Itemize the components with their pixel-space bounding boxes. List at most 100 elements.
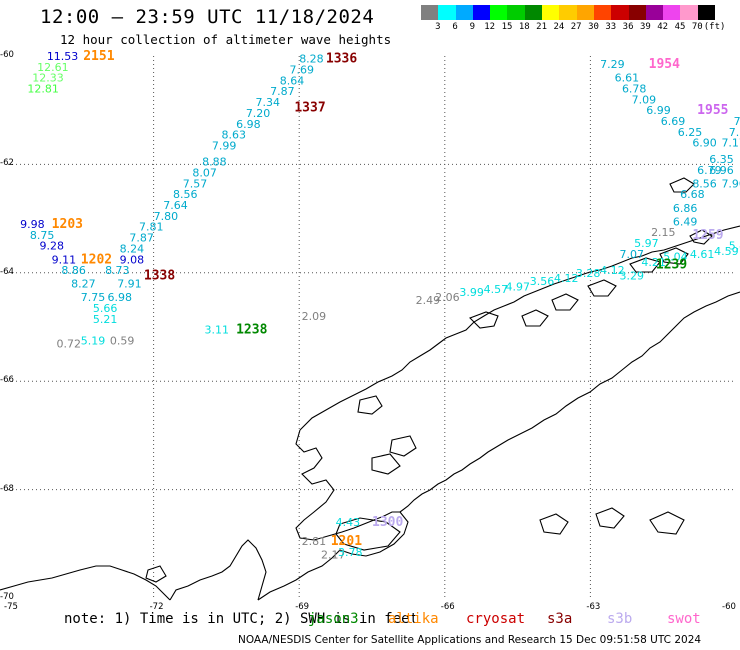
wave-height-value: 7.91 bbox=[117, 278, 142, 291]
wave-height-value: 3.56 bbox=[530, 275, 555, 288]
legend-swatch bbox=[628, 5, 646, 20]
wave-height-value: 3.99 bbox=[459, 286, 484, 299]
wave-height-value: 8.64 bbox=[280, 74, 305, 87]
island-2 bbox=[521, 309, 549, 327]
satellite-name: jason3 bbox=[308, 611, 359, 627]
wave-height-value: 2.15 bbox=[651, 226, 676, 239]
island-15 bbox=[649, 511, 685, 535]
pass-time-label: 1337 bbox=[294, 100, 325, 115]
wave-height-value: 8.86 bbox=[61, 264, 86, 277]
wave-height-value: 2.09 bbox=[302, 310, 327, 323]
pass-time-label: 1259 bbox=[692, 228, 723, 243]
longitude-label: -69 bbox=[295, 602, 310, 612]
wave-height-value: 7.87 bbox=[270, 85, 295, 98]
lower-coast bbox=[257, 511, 409, 601]
wave-height-value: 6.86 bbox=[673, 202, 698, 215]
wave-height-value: 8.56 bbox=[173, 188, 198, 201]
longitude-label: -63 bbox=[586, 602, 601, 612]
island-11 bbox=[371, 453, 401, 475]
wave-height-value: 5.66 bbox=[93, 302, 118, 315]
wave-height-value: 6.90 bbox=[692, 137, 717, 150]
legend-tick-label: 3 bbox=[435, 22, 441, 32]
legend-tick-label: 6 bbox=[452, 22, 458, 32]
wave-height-value: 7.29 bbox=[600, 58, 625, 71]
legend-swatch bbox=[472, 5, 491, 20]
wave-height-value: 9.08 bbox=[120, 253, 145, 266]
wave-height-value: 3.11 bbox=[205, 324, 230, 337]
island-16 bbox=[145, 565, 167, 583]
pass-time-label: 1239 bbox=[656, 258, 687, 273]
wave-height-value: 5.97 bbox=[634, 237, 659, 250]
pass-time-label: 1238 bbox=[236, 323, 267, 338]
wave-height-value: 6.35 bbox=[709, 153, 734, 166]
wave-height-value: 12.33 bbox=[32, 72, 64, 85]
legend-swatch bbox=[645, 5, 664, 20]
fjord-coast bbox=[295, 429, 400, 541]
west-lower-coast bbox=[0, 565, 171, 601]
peninsula-east-coast bbox=[399, 291, 740, 513]
latitude-label: -68 bbox=[0, 483, 14, 494]
wave-height-value: 7.20 bbox=[246, 107, 271, 120]
observation-labels: 11.5312.6112.3312.818.287.698.647.877.34… bbox=[20, 49, 740, 562]
legend-swatch bbox=[421, 5, 439, 20]
wave-height-value: 7.39 bbox=[734, 115, 740, 128]
legend-tick-label: 30 bbox=[588, 22, 599, 32]
island-5 bbox=[629, 257, 661, 273]
island-7 bbox=[689, 229, 713, 245]
wave-height-value: 6.61 bbox=[615, 72, 640, 85]
legend-tick-label: 15 bbox=[501, 22, 513, 32]
peninsula-west-coast bbox=[299, 225, 740, 431]
latitude-label: -62 bbox=[0, 158, 14, 169]
wave-height-value: 4.97 bbox=[505, 280, 530, 293]
legend-swatch bbox=[455, 5, 473, 20]
island-13 bbox=[595, 507, 625, 529]
wave-height-value: 9.11 bbox=[52, 253, 77, 266]
wave-height-value: 4.12 bbox=[600, 264, 625, 277]
wave-height-value: 7.07 bbox=[620, 248, 645, 261]
wave-height-value: 7.75 bbox=[81, 291, 106, 304]
wave-height-value: 8.07 bbox=[192, 167, 217, 180]
wave-height-value: 8.63 bbox=[222, 129, 247, 142]
wave-height-value: 2.17 bbox=[321, 549, 346, 562]
legend-tick-label: 27 bbox=[570, 22, 582, 32]
wave-height-value: 7.34 bbox=[256, 96, 281, 109]
legend-swatch bbox=[507, 5, 525, 20]
island-14 bbox=[335, 517, 401, 551]
southwest-coast bbox=[169, 539, 267, 601]
graticule bbox=[8, 56, 736, 598]
longitude-label: -75 bbox=[4, 602, 18, 612]
pass-time-label: 1300 bbox=[372, 515, 403, 530]
wave-height-value: 12.81 bbox=[27, 83, 59, 96]
wave-height-value: 5.19 bbox=[81, 335, 106, 348]
wave-height-value: 8.28 bbox=[299, 53, 324, 66]
wave-height-value: 0.59 bbox=[110, 335, 135, 348]
legend-swatch bbox=[663, 5, 681, 20]
legend-tick-label: 12 bbox=[484, 22, 496, 32]
pass-time-label: 1203 bbox=[52, 217, 83, 232]
wave-height-value: 5.21 bbox=[93, 313, 118, 326]
color-scale-legend bbox=[421, 5, 716, 20]
wave-height-value: 7.50 bbox=[729, 126, 740, 139]
wave-height-value: 6.69 bbox=[661, 115, 686, 128]
wave-height-value: 6.98 bbox=[107, 291, 132, 304]
wave-height-value: 2.81 bbox=[302, 535, 327, 548]
longitude-label: -66 bbox=[440, 602, 455, 612]
longitude-label: -60 bbox=[722, 602, 736, 612]
satellite-name: s3a bbox=[547, 611, 573, 627]
pass-time-label: 1954 bbox=[649, 57, 680, 72]
legend-tick-label: 45 bbox=[674, 22, 686, 32]
wave-height-value: 8.24 bbox=[120, 242, 145, 255]
wave-height-value: 4.61 bbox=[690, 248, 715, 261]
longitude-label: -72 bbox=[149, 602, 164, 612]
legend-swatch bbox=[542, 5, 560, 20]
legend-swatch bbox=[490, 5, 508, 20]
legend-swatch bbox=[611, 5, 629, 20]
legend-tick-label: 42 bbox=[657, 22, 669, 32]
wave-height-value: 5.41 bbox=[729, 240, 740, 253]
island-10 bbox=[389, 435, 417, 457]
wave-height-value: 2.06 bbox=[435, 291, 460, 304]
footer-note: note: 1) Time is in UTC; 2) SWH is in fe… bbox=[64, 611, 419, 627]
legend-tick-label: 36 bbox=[622, 22, 634, 32]
legend-swatch bbox=[593, 5, 612, 20]
latitude-label: -70 bbox=[0, 592, 14, 602]
